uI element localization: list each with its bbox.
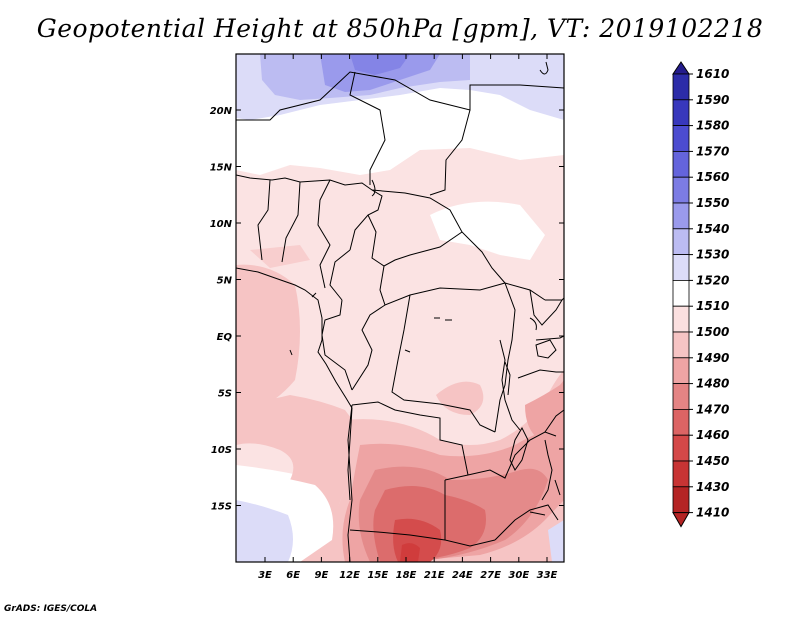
lon-label: 21E xyxy=(424,570,445,581)
colorbar-bottom-arrow xyxy=(672,512,690,528)
lat-label: EQ xyxy=(217,332,233,343)
colorbar-segment xyxy=(672,202,690,230)
colorbar-label: 1460 xyxy=(696,428,729,442)
colorbar-segment xyxy=(672,228,690,256)
lon-label: 6E xyxy=(286,570,300,581)
lat-label: 10S xyxy=(211,445,232,456)
colorbar-label: 1470 xyxy=(696,402,729,416)
colorbar-label: 1580 xyxy=(696,119,729,133)
colorbar-segment xyxy=(672,305,690,333)
colorbar-segment xyxy=(672,408,690,436)
map-frame xyxy=(235,53,565,563)
colorbar-segment xyxy=(672,254,690,281)
colorbar-segment xyxy=(672,434,690,462)
colorbar-segment xyxy=(672,383,690,410)
colorbar-segment xyxy=(672,460,690,488)
lon-label: 33E xyxy=(537,570,558,581)
colorbar-segment xyxy=(672,150,690,178)
colorbar-label: 1480 xyxy=(696,377,729,391)
lon-label: 27E xyxy=(480,570,501,581)
longitude-axis: 3E 6E 9E 12E 15E 18E 21E 24E 27E 30E 33E xyxy=(258,54,558,581)
map-title: Geopotential Height at 850hPa [gpm], VT:… xyxy=(36,14,764,43)
colorbar-segment xyxy=(672,176,690,204)
lat-label: 20N xyxy=(210,106,233,117)
lat-label: 10N xyxy=(210,219,233,230)
colorbar-label: 1520 xyxy=(696,273,729,287)
colorbar-segment xyxy=(672,279,690,307)
colorbar-label: 1560 xyxy=(696,170,729,184)
lat-label: 15N xyxy=(210,163,233,174)
lon-label: 18E xyxy=(396,570,417,581)
lat-label: 5S xyxy=(218,389,232,400)
colorbar-label: 1590 xyxy=(696,93,729,107)
lat-label: 15S xyxy=(211,502,232,513)
colorbar-label: 1530 xyxy=(696,248,729,262)
colorbar-segment xyxy=(672,73,690,101)
colorbar-label: 1500 xyxy=(696,325,729,339)
colorbar: 1610 1590 1580 1570 1560 1550 1540 1530 1520 1510… xyxy=(672,61,729,528)
colorbar-label: 1490 xyxy=(696,351,729,365)
colorbar-label: 1570 xyxy=(696,144,729,158)
country-borders xyxy=(236,61,564,562)
lon-label: 24E xyxy=(452,570,473,581)
lon-label: 15E xyxy=(367,570,388,581)
colorbar-label: 1610 xyxy=(696,67,729,81)
colorbar-segment xyxy=(672,486,690,513)
colorbar-label: 1550 xyxy=(696,196,729,210)
colorbar-top-arrow xyxy=(672,61,690,75)
grads-credit: GrADS: IGES/COLA xyxy=(4,604,98,614)
height-field xyxy=(236,54,564,562)
latitude-axis: 20N 15N 10N 5N EQ 5S 10S 15S xyxy=(210,106,564,513)
colorbar-segment xyxy=(672,125,690,152)
colorbar-label: 1450 xyxy=(696,454,729,468)
colorbar-segment xyxy=(672,357,690,384)
lon-label: 30E xyxy=(508,570,529,581)
lon-label: 9E xyxy=(315,570,329,581)
lon-label: 12E xyxy=(339,570,360,581)
colorbar-segment xyxy=(672,99,690,127)
colorbar-label: 1510 xyxy=(696,299,729,313)
colorbar-label: 1540 xyxy=(696,222,729,236)
lat-label: 5N xyxy=(217,276,233,287)
colorbar-label: 1430 xyxy=(696,480,729,494)
colorbar-label: 1410 xyxy=(696,506,729,520)
colorbar-segment xyxy=(672,331,690,359)
lon-label: 3E xyxy=(258,570,272,581)
